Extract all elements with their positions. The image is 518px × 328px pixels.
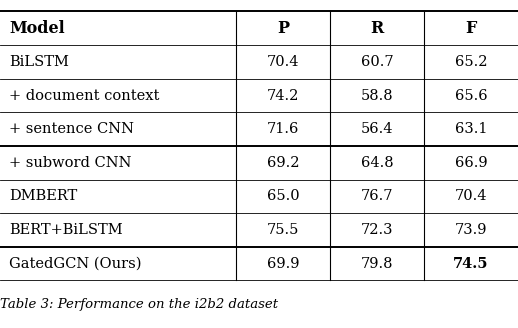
Text: + sentence CNN: + sentence CNN: [9, 122, 134, 136]
Text: 70.4: 70.4: [455, 189, 487, 203]
Text: 64.8: 64.8: [361, 156, 393, 170]
Text: 70.4: 70.4: [267, 55, 299, 69]
Text: Table 3: Performance on the i2b2 dataset: Table 3: Performance on the i2b2 dataset: [0, 298, 278, 312]
Text: 69.9: 69.9: [267, 256, 299, 271]
Text: 71.6: 71.6: [267, 122, 299, 136]
Text: BiLSTM: BiLSTM: [9, 55, 69, 69]
Text: DMBERT: DMBERT: [9, 189, 78, 203]
Text: 65.2: 65.2: [455, 55, 487, 69]
Text: BERT+BiLSTM: BERT+BiLSTM: [9, 223, 123, 237]
Text: 58.8: 58.8: [361, 89, 393, 103]
Text: + document context: + document context: [9, 89, 160, 103]
Text: 65.6: 65.6: [455, 89, 487, 103]
Text: + subword CNN: + subword CNN: [9, 156, 132, 170]
Text: 73.9: 73.9: [455, 223, 487, 237]
Text: 76.7: 76.7: [361, 189, 393, 203]
Text: F: F: [466, 20, 477, 37]
Text: 74.5: 74.5: [453, 256, 489, 271]
Text: 56.4: 56.4: [361, 122, 393, 136]
Text: 79.8: 79.8: [361, 256, 393, 271]
Text: 66.9: 66.9: [455, 156, 487, 170]
Text: R: R: [370, 20, 384, 37]
Text: GatedGCN (Ours): GatedGCN (Ours): [9, 256, 142, 271]
Text: P: P: [277, 20, 289, 37]
Text: 65.0: 65.0: [267, 189, 299, 203]
Text: Model: Model: [9, 20, 65, 37]
Text: 75.5: 75.5: [267, 223, 299, 237]
Text: 63.1: 63.1: [455, 122, 487, 136]
Text: 69.2: 69.2: [267, 156, 299, 170]
Text: 74.2: 74.2: [267, 89, 299, 103]
Text: 72.3: 72.3: [361, 223, 393, 237]
Text: 60.7: 60.7: [361, 55, 393, 69]
